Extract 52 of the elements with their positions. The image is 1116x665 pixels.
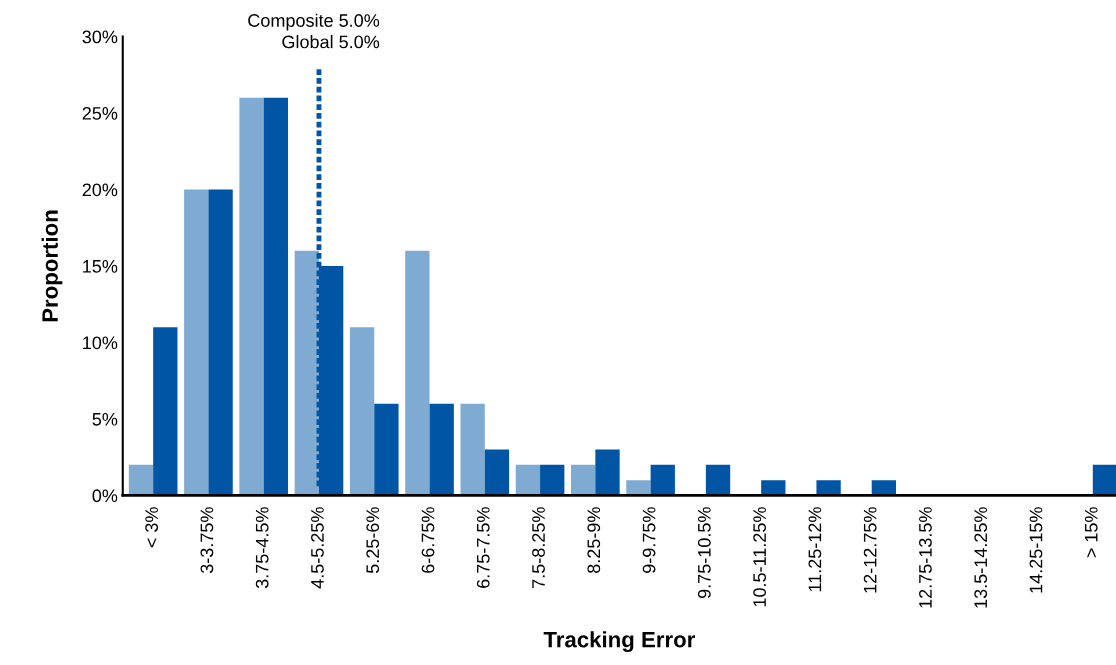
bar [374, 403, 399, 496]
x-tick-label: 12.75-13.5% [919, 507, 932, 608]
bar [761, 480, 786, 496]
bar [239, 97, 264, 496]
x-tick-label: 11.25-12% [808, 507, 822, 592]
x-tick-label: 4.5-5.25% [311, 507, 324, 589]
bar [626, 480, 651, 496]
x-tick-label: 10.5-11.25% [753, 507, 766, 607]
x-tick-label: 9.75-10.5% [697, 507, 711, 599]
y-tick-label: 20% [82, 183, 118, 197]
y-tick-label: 0% [92, 489, 118, 503]
y-tick-label: 15% [83, 260, 118, 273]
x-tick-label: 6-6.75% [421, 507, 435, 573]
bar [871, 480, 897, 496]
bar [429, 403, 454, 496]
bar [208, 189, 233, 496]
x-tick-label: > 15% [1084, 507, 1098, 558]
x-tick-label: 7.5-8.25% [532, 507, 545, 588]
x-tick-label: 12-12.75% [863, 507, 877, 593]
ref-line-label: Global 5.0% [282, 35, 380, 49]
bar [595, 449, 620, 496]
y-tick-label: 5% [92, 412, 118, 426]
x-tick-label: 3-3.75% [200, 507, 214, 574]
bar [349, 327, 375, 496]
bar [816, 480, 841, 496]
x-tick-label: 8.25-9% [587, 507, 601, 573]
y-tick-label: 10% [83, 336, 118, 350]
bar [184, 189, 209, 496]
x-tick-label: < 3% [145, 507, 159, 548]
bar [128, 464, 154, 496]
bar [515, 464, 541, 496]
y-tick-label: 30% [82, 30, 118, 44]
bar [1092, 464, 1116, 496]
x-tick-label: 3.75-4.5% [255, 507, 269, 589]
bar [405, 250, 430, 496]
bar [460, 403, 485, 496]
y-axis-title: Proportion [41, 210, 63, 322]
bar [484, 449, 510, 496]
x-tick-label: 9-9.75% [642, 507, 656, 573]
x-tick-label: 14.25-15% [1029, 507, 1043, 593]
x-tick-label: 13.5-14.25% [974, 507, 988, 608]
text: Composite 5.0% [248, 13, 380, 31]
bar [705, 464, 731, 496]
x-axis-title: Tracking Error [543, 631, 695, 652]
x-tick-label: 5.25-6% [366, 507, 380, 574]
bar [153, 327, 178, 496]
bar [650, 464, 675, 496]
bar [540, 464, 565, 496]
x-tick-label: 6.75-7.5% [476, 507, 490, 588]
bar [571, 464, 596, 496]
y-tick-label: 25% [82, 106, 118, 120]
bar [263, 97, 289, 496]
